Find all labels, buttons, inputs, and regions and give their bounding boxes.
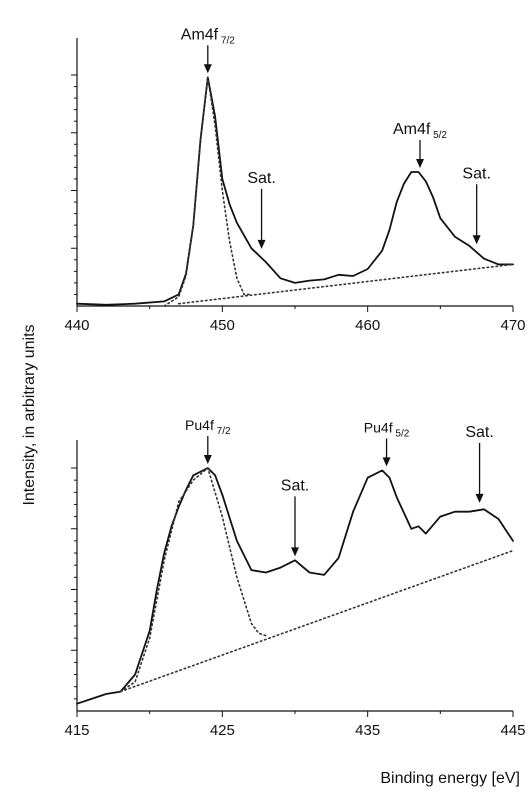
x-tick-label: 440 (64, 317, 89, 334)
am-spectrum-panel: 440 450 460 470 Am4f 7/2 Sat. Am4f 5/2 Sat. (64, 26, 525, 334)
annotation-arrowhead (204, 455, 212, 464)
satellite-label: Sat. (281, 477, 309, 494)
x-axis-title: Binding energy [eV] (380, 770, 520, 787)
x-tick-label: 435 (355, 722, 380, 739)
annotation-arrowhead (473, 235, 481, 244)
peak-label: Am4f 5/2 (393, 121, 447, 141)
fit-dotted-line (121, 551, 513, 692)
spectrum-line (77, 77, 513, 304)
peak-label: Am4f 7/2 (181, 26, 235, 46)
satellite-label: Sat. (247, 170, 275, 187)
pu-spectrum-panel: 415 425 435 445 Pu4f 7/2 Sat. Pu4f 5/2 Sat. (64, 417, 525, 739)
annotation-arrowhead (258, 240, 266, 249)
x-tick-label: 415 (64, 722, 89, 739)
annotation-arrowhead (383, 457, 391, 466)
fit-dotted-line (179, 264, 513, 303)
fit-dotted-line (164, 77, 251, 306)
annotation-arrowhead (291, 547, 299, 556)
x-tick-label: 445 (500, 722, 525, 739)
fit-dotted-line (121, 468, 266, 692)
x-tick-label: 470 (500, 317, 525, 334)
annotation-arrowhead (476, 494, 484, 503)
y-axis-title: Intensity, in arbitrary units (21, 324, 38, 505)
annotation-arrowhead (204, 64, 212, 73)
annotation-arrowhead (416, 159, 424, 168)
peak-label: Pu4f 5/2 (364, 419, 410, 439)
x-tick-label: 425 (210, 722, 235, 739)
satellite-label: Sat. (465, 424, 493, 441)
satellite-label: Sat. (462, 165, 490, 182)
peak-label: Pu4f 7/2 (185, 417, 231, 437)
x-tick-label: 460 (355, 317, 380, 334)
x-tick-label: 450 (210, 317, 235, 334)
